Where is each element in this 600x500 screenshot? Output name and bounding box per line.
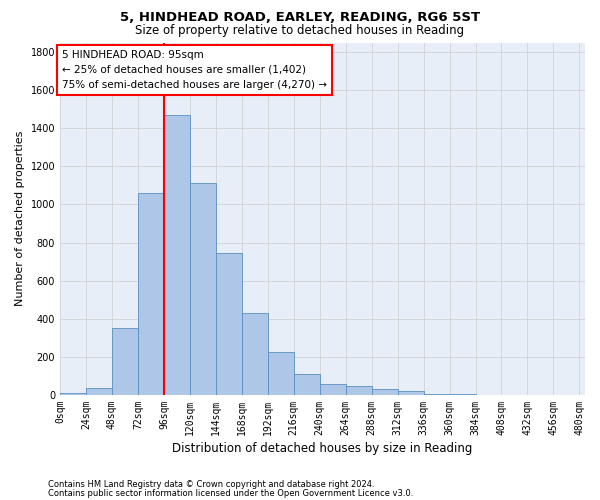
Bar [216,253,242,395]
Y-axis label: Number of detached properties: Number of detached properties [15,131,25,306]
Bar [398,391,424,395]
X-axis label: Distribution of detached houses by size in Reading: Distribution of detached houses by size … [172,442,473,455]
Bar [112,328,138,395]
Bar [371,389,398,395]
Bar [449,394,476,395]
Bar [294,374,320,395]
Bar [242,313,268,395]
Bar [268,352,294,395]
Bar [60,393,86,395]
Text: Size of property relative to detached houses in Reading: Size of property relative to detached ho… [136,24,464,37]
Bar [190,184,216,395]
Bar [86,388,112,395]
Text: 5, HINDHEAD ROAD, EARLEY, READING, RG6 5ST: 5, HINDHEAD ROAD, EARLEY, READING, RG6 5… [120,11,480,24]
Text: Contains HM Land Registry data © Crown copyright and database right 2024.: Contains HM Land Registry data © Crown c… [48,480,374,489]
Bar [138,193,164,395]
Text: 5 HINDHEAD ROAD: 95sqm
← 25% of detached houses are smaller (1,402)
75% of semi-: 5 HINDHEAD ROAD: 95sqm ← 25% of detached… [62,50,327,90]
Bar [320,384,346,395]
Bar [164,115,190,395]
Text: Contains public sector information licensed under the Open Government Licence v3: Contains public sector information licen… [48,488,413,498]
Bar [346,386,371,395]
Bar [424,394,449,395]
